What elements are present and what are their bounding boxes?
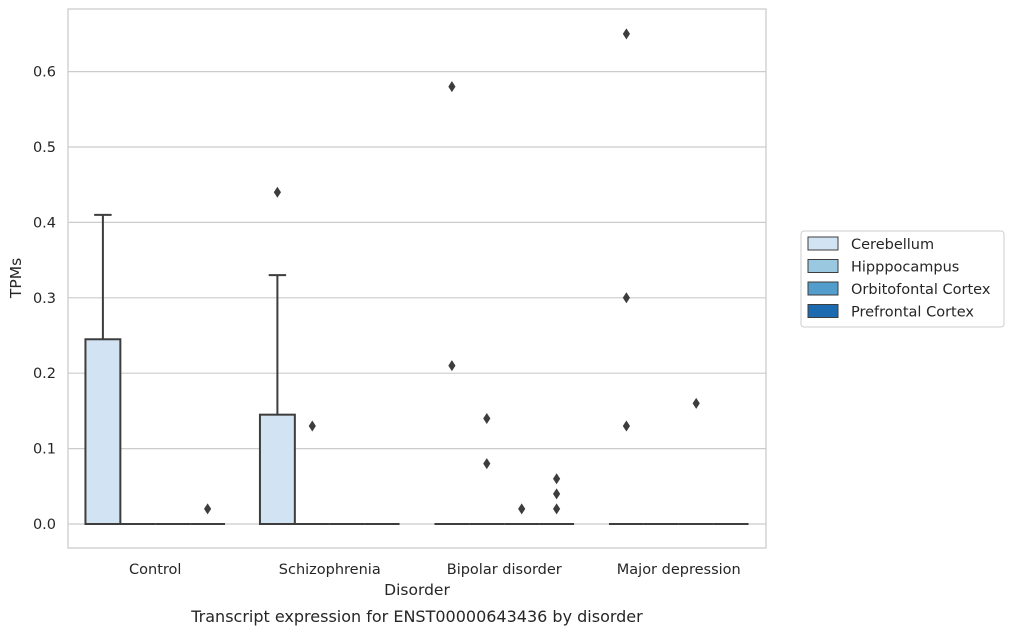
outlier-point (518, 503, 526, 515)
outlier-point (308, 420, 316, 432)
figure-caption: Transcript expression for ENST0000064343… (190, 607, 643, 626)
plot-area (67, 8, 767, 549)
x-tick-label: Schizophrenia (279, 562, 381, 578)
grid-lines (68, 70, 766, 525)
y-tick-label: 0.1 (33, 442, 56, 458)
box-schizophrenia-cerebellum (258, 274, 296, 526)
outlier-point (692, 397, 700, 409)
y-tick-label: 0.5 (33, 140, 56, 156)
legend-swatch (807, 259, 839, 273)
y-tick-label: 0.0 (33, 517, 56, 533)
outlier-point (622, 292, 630, 304)
legend-item-hipppocampus: Hipppocampus (807, 259, 959, 276)
outlier-point (483, 458, 491, 470)
outlier-point (553, 473, 561, 485)
y-axis-title: TPMs (7, 258, 25, 299)
box-body (258, 413, 296, 526)
legend-label: Orbitofontal Cortex (851, 282, 991, 298)
outlier-point (553, 503, 561, 515)
outlier-point (448, 81, 456, 93)
outlier-point (622, 28, 630, 40)
legend-item-cerebellum: Cerebellum (807, 236, 934, 253)
outlier-point (622, 420, 630, 432)
box-control-cerebellum (84, 213, 122, 525)
y-tick-label: 0.4 (33, 215, 56, 231)
outlier-point (553, 488, 561, 500)
legend-item-orbitofontal-cortex: Orbitofontal Cortex (807, 281, 991, 298)
legend-swatch (807, 236, 839, 251)
outlier-point (204, 503, 212, 515)
box-body (84, 338, 122, 525)
legend-item-prefrontal-cortex: Prefrontal Cortex (807, 304, 974, 321)
x-axis-ticks: Control Schizophrenia Bipolar disorder Majo… (129, 562, 741, 578)
y-tick-label: 0.2 (33, 366, 56, 382)
y-axis-ticks: 0.0 0.1 0.2 0.3 0.4 0.5 0.6 (33, 65, 56, 533)
legend-swatch (807, 281, 839, 296)
y-tick-label: 0.6 (33, 65, 56, 81)
outliers (204, 28, 700, 515)
y-tick-label: 0.3 (33, 291, 56, 307)
legend-swatch (807, 304, 839, 318)
outlier-point (448, 360, 456, 372)
boxes (84, 213, 749, 526)
legend-label: Cerebellum (851, 237, 934, 253)
legend-label: Hipppocampus (851, 260, 959, 276)
x-tick-label: Control (129, 562, 181, 578)
legend-label: Prefrontal Cortex (851, 305, 974, 321)
legend-frame (800, 230, 1005, 328)
x-tick-label: Major depression (617, 562, 741, 578)
x-tick-label: Bipolar disorder (447, 562, 562, 578)
legend: Cerebellum Hipppocampus Orbitofontal Corte… (800, 230, 1005, 328)
outlier-point (483, 412, 491, 424)
outlier-point (273, 186, 281, 198)
x-axis-title: Disorder (384, 581, 450, 599)
